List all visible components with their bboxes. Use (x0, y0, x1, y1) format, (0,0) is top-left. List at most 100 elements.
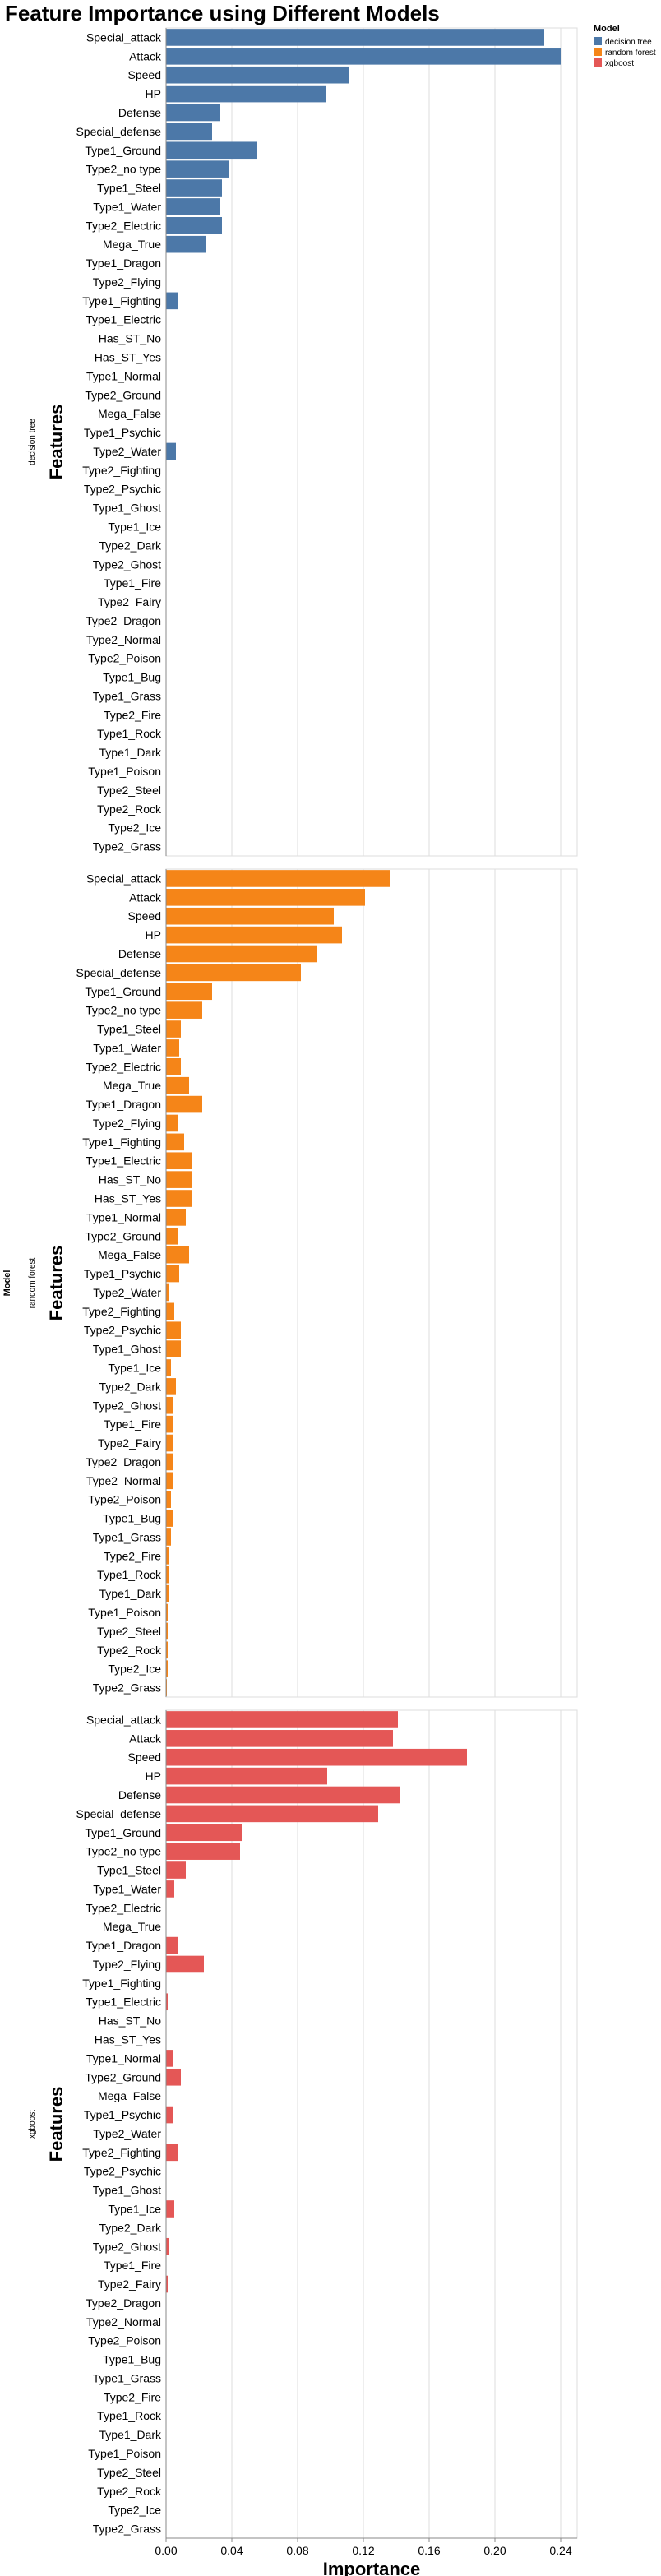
y-tick-label: Type2_Ghost (93, 557, 161, 571)
y-tick-label: Type2_Ghost (93, 2240, 161, 2253)
y-tick-label: Type1_Normal (86, 1210, 161, 1223)
bar-decision-tree-mega-true (166, 235, 206, 253)
facet-label-xgboost: xgboost (28, 2110, 37, 2139)
bar-random-forest-type1-steel (166, 1020, 181, 1038)
y-tick-label: Type2_Grass (93, 840, 161, 853)
bar-xgboost-type2-flying (166, 1955, 204, 1973)
bar-xgboost-type2-ground (166, 2068, 181, 2086)
bar-xgboost-type2-no-type (166, 1843, 240, 1860)
y-tick-label: Attack (129, 890, 162, 904)
y-tick-label: Type1_Electric (86, 1154, 161, 1168)
bar-decision-tree-type2-water (166, 442, 176, 460)
bar-random-forest-type1-electric (166, 1152, 192, 1170)
bar-random-forest-has-st-no (166, 1171, 192, 1188)
bar-random-forest-hp (166, 926, 342, 944)
y-tick-label: Type1_Ground (85, 1826, 161, 1839)
row-facet-title: Model (2, 1270, 12, 1297)
y-tick-label: Has_ST_No (99, 1173, 161, 1186)
y-tick-label: Type2_Steel (97, 2466, 161, 2479)
bar-decision-tree-special-attack (166, 29, 544, 46)
y-tick-label: Special_defense (76, 966, 161, 979)
y-tick-label: Type2_Electric (86, 1060, 161, 1073)
x-tick-label: 0.16 (418, 2544, 440, 2557)
y-tick-label: Mega_False (98, 1248, 161, 1261)
y-tick-label: Type1_Normal (86, 369, 161, 382)
bar-xgboost-type2-fairy (166, 2275, 168, 2293)
y-tick-label: Type2_Rock (97, 2485, 162, 2498)
bar-random-forest-type1-psychic (166, 1265, 179, 1283)
y-tick-label: Special_defense (76, 1807, 161, 1820)
y-tick-label: Type1_Fighting (82, 1977, 161, 1990)
y-tick-label: Type2_Normal (86, 633, 161, 646)
y-tick-label: Type2_Ground (85, 2070, 161, 2083)
bar-random-forest-type2-water (166, 1283, 169, 1302)
bar-decision-tree-speed (166, 66, 349, 84)
facet-label-random-forest: random forest (28, 1257, 37, 1308)
bar-xgboost-special-attack (166, 1711, 398, 1728)
y-tick-label: Type2_Normal (86, 1474, 161, 1487)
y-tick-label: Type2_Flying (93, 275, 161, 289)
y-tick-label: Has_ST_No (99, 332, 161, 345)
y-tick-label: Type2_Water (93, 1286, 161, 1299)
y-tick-label: Type1_Electric (86, 1996, 161, 2009)
y-tick-label: Type1_Ice (108, 1361, 161, 1374)
y-tick-label: Type1_Rock (97, 1568, 162, 1581)
y-tick-label: Type1_Grass (93, 2371, 161, 2384)
y-tick-label: Type1_Fire (104, 2259, 161, 2272)
y-tick-label: Type2_Rock (97, 802, 162, 816)
bar-xgboost-type1-ground (166, 1824, 242, 1842)
panel-frame (165, 868, 578, 1698)
x-tick-label: 0.12 (352, 2544, 374, 2557)
y-tick-label: Type2_Psychic (84, 483, 161, 496)
legend-swatch-decision-tree (594, 37, 602, 45)
y-tick-label: Has_ST_No (99, 2014, 161, 2028)
y-tick-label: Type1_Ghost (93, 2184, 161, 2197)
bar-random-forest-type1-ground (166, 983, 212, 1001)
x-tick-label: 0.24 (549, 2544, 571, 2557)
bar-decision-tree-attack (166, 48, 561, 65)
y-tick-label: Special_attack (86, 872, 162, 885)
bar-xgboost-type1-psychic (166, 2106, 173, 2124)
y-tick-label: Type1_Dark (99, 746, 162, 759)
y-tick-label: Type2_Ice (108, 821, 161, 835)
legend-swatch-xgboost (594, 58, 602, 67)
y-tick-label: Mega_False (98, 407, 161, 420)
bar-random-forest-type1-fighting (166, 1133, 184, 1151)
bar-xgboost-type2-fighting (166, 2144, 178, 2162)
bar-xgboost-type2-ghost (166, 2237, 169, 2255)
bar-random-forest-type2-dark (166, 1378, 176, 1395)
y-tick-label: Type2_Dark (99, 2221, 162, 2234)
bar-xgboost-type1-electric (166, 1993, 168, 2011)
y-tick-label: Type2_Fighting (82, 2146, 161, 2159)
facet-label-decision-tree: decision tree (28, 419, 37, 465)
y-tick-label: Type1_Poison (88, 1606, 161, 1619)
y-tick-label: Type2_Dragon (86, 1455, 161, 1468)
x-tick-label: 0.04 (220, 2544, 243, 2557)
y-tick-label: Type1_Ground (85, 144, 161, 157)
y-tick-label: Defense (118, 1788, 161, 1801)
bar-xgboost-special-defense (166, 1805, 378, 1823)
bar-random-forest-type2-flying (166, 1114, 178, 1132)
bar-xgboost-type1-ice (166, 2200, 174, 2218)
bar-random-forest-speed (166, 907, 334, 925)
bar-xgboost-type1-steel (166, 1861, 186, 1879)
y-tick-label: Type2_Fairy (98, 1436, 161, 1450)
bar-random-forest-type2-rock (166, 1641, 168, 1659)
bar-random-forest-type2-ground (166, 1227, 178, 1245)
bar-random-forest-type1-bug (166, 1510, 173, 1527)
bar-random-forest-type1-ice (166, 1359, 171, 1376)
bar-decision-tree-type1-fighting (166, 292, 178, 310)
bar-random-forest-type2-dragon (166, 1453, 173, 1471)
y-tick-label: Type1_Rock (97, 727, 162, 740)
y-tick-label: Type2_Grass (93, 2523, 161, 2536)
y-tick-label: Type2_Fairy (98, 595, 161, 608)
y-tick-label: Type1_Bug (103, 671, 161, 684)
legend-label-decision-tree: decision tree (605, 38, 652, 47)
legend-title: Model (594, 24, 620, 34)
y-tick-label: Type2_Poison (88, 1493, 161, 1506)
y-tick-label: Type2_Poison (88, 2334, 161, 2347)
y-tick-label: Type1_Water (93, 200, 161, 213)
bar-random-forest-type2-electric (166, 1058, 181, 1075)
y-tick-label: Type1_Ghost (93, 1343, 161, 1356)
